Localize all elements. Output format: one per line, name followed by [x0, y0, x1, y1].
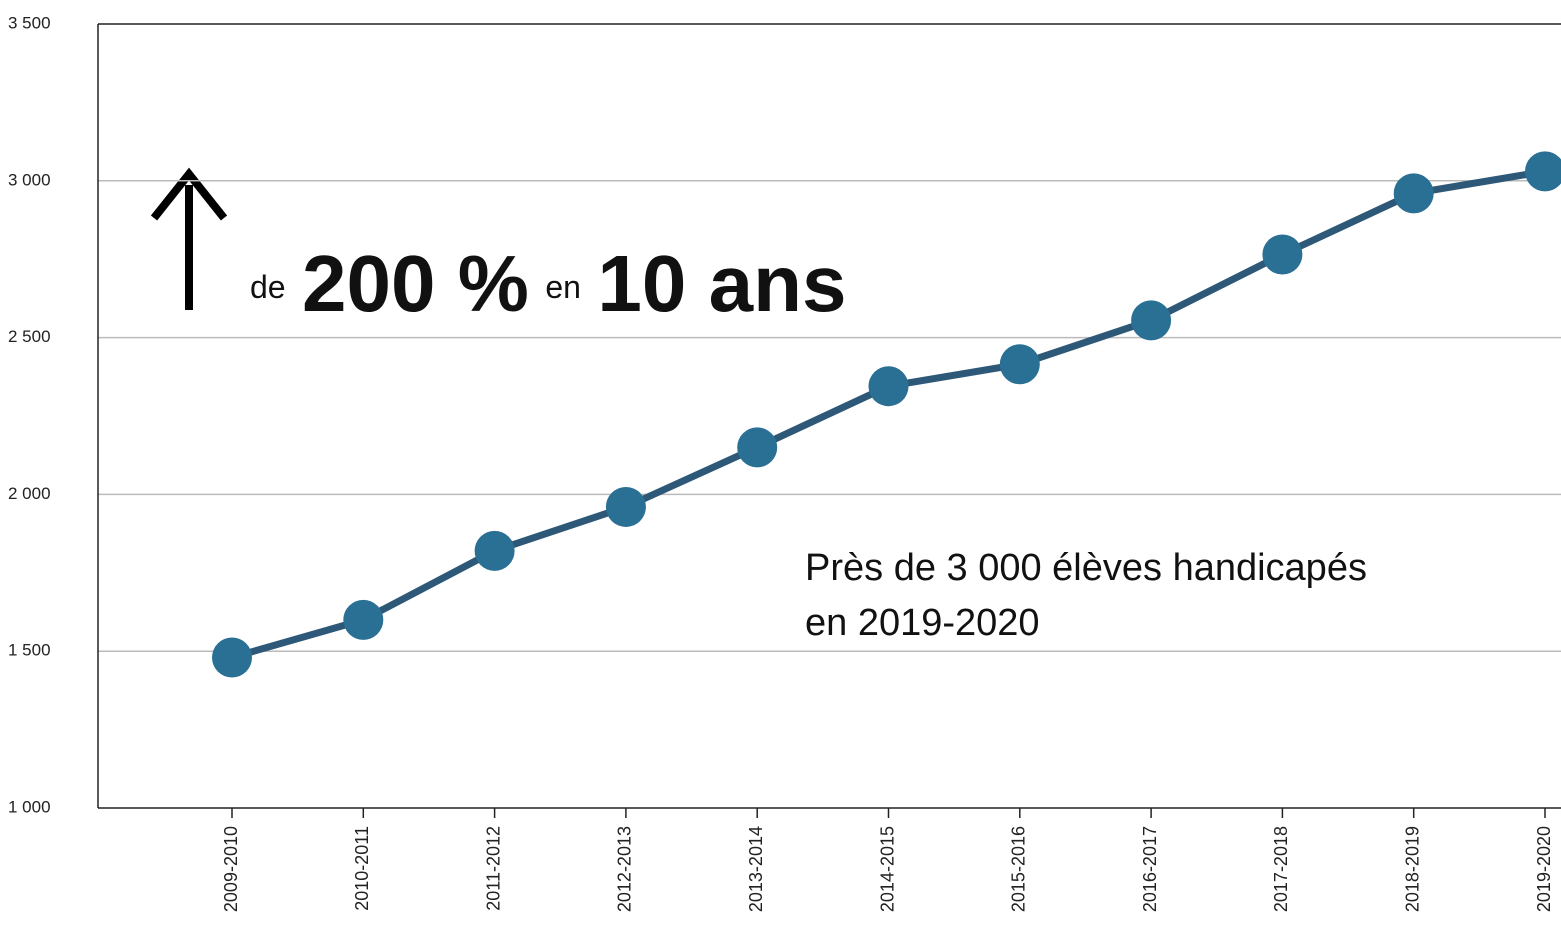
x-tick-label: 2010-2011: [352, 826, 372, 911]
marker: [212, 637, 252, 678]
y-tick-label: 1 500: [8, 641, 51, 660]
y-tick-label: 2 500: [8, 327, 51, 346]
x-tick-label: 2014-2015: [877, 826, 897, 912]
arrow-head: [150, 167, 228, 221]
marker: [343, 599, 384, 640]
headline-word: en: [545, 269, 581, 305]
x-tick-label: 2012-2013: [615, 826, 635, 912]
headline: de 200 % en 10 ans: [250, 239, 846, 328]
marker: [1525, 151, 1561, 192]
x-tick-label: 2013-2014: [746, 826, 766, 912]
headline-figure: 200 %: [302, 239, 529, 328]
y-tick-label: 2 000: [8, 484, 51, 503]
y-tick-label: 3 000: [8, 170, 51, 189]
marker: [474, 530, 515, 571]
marker: [1393, 173, 1434, 214]
note: Près de 3 000 élèves handicapés: [805, 547, 1367, 589]
x-tick-label: 2015-2016: [1009, 826, 1029, 912]
x-tick-label: 2009-2010: [221, 826, 241, 912]
y-tick-label: 3 500: [8, 13, 51, 32]
marker: [868, 366, 909, 407]
headline-figure: 10 ans: [597, 239, 846, 328]
x-tick-label: 2017-2018: [1271, 826, 1291, 912]
marker: [1131, 300, 1172, 341]
y-tick-label: 1 000: [8, 797, 51, 816]
marker: [737, 427, 778, 468]
marker: [1262, 234, 1303, 275]
x-tick-label: 2016-2017: [1140, 826, 1160, 912]
headline-word: de: [250, 269, 286, 305]
x-tick-label: 2018-2019: [1402, 826, 1422, 912]
x-tick-label: 2019-2020: [1534, 826, 1554, 912]
x-tick-label: 2011-2012: [483, 826, 503, 911]
note: en 2019-2020: [805, 602, 1040, 644]
marker: [999, 344, 1040, 385]
marker: [605, 486, 646, 527]
